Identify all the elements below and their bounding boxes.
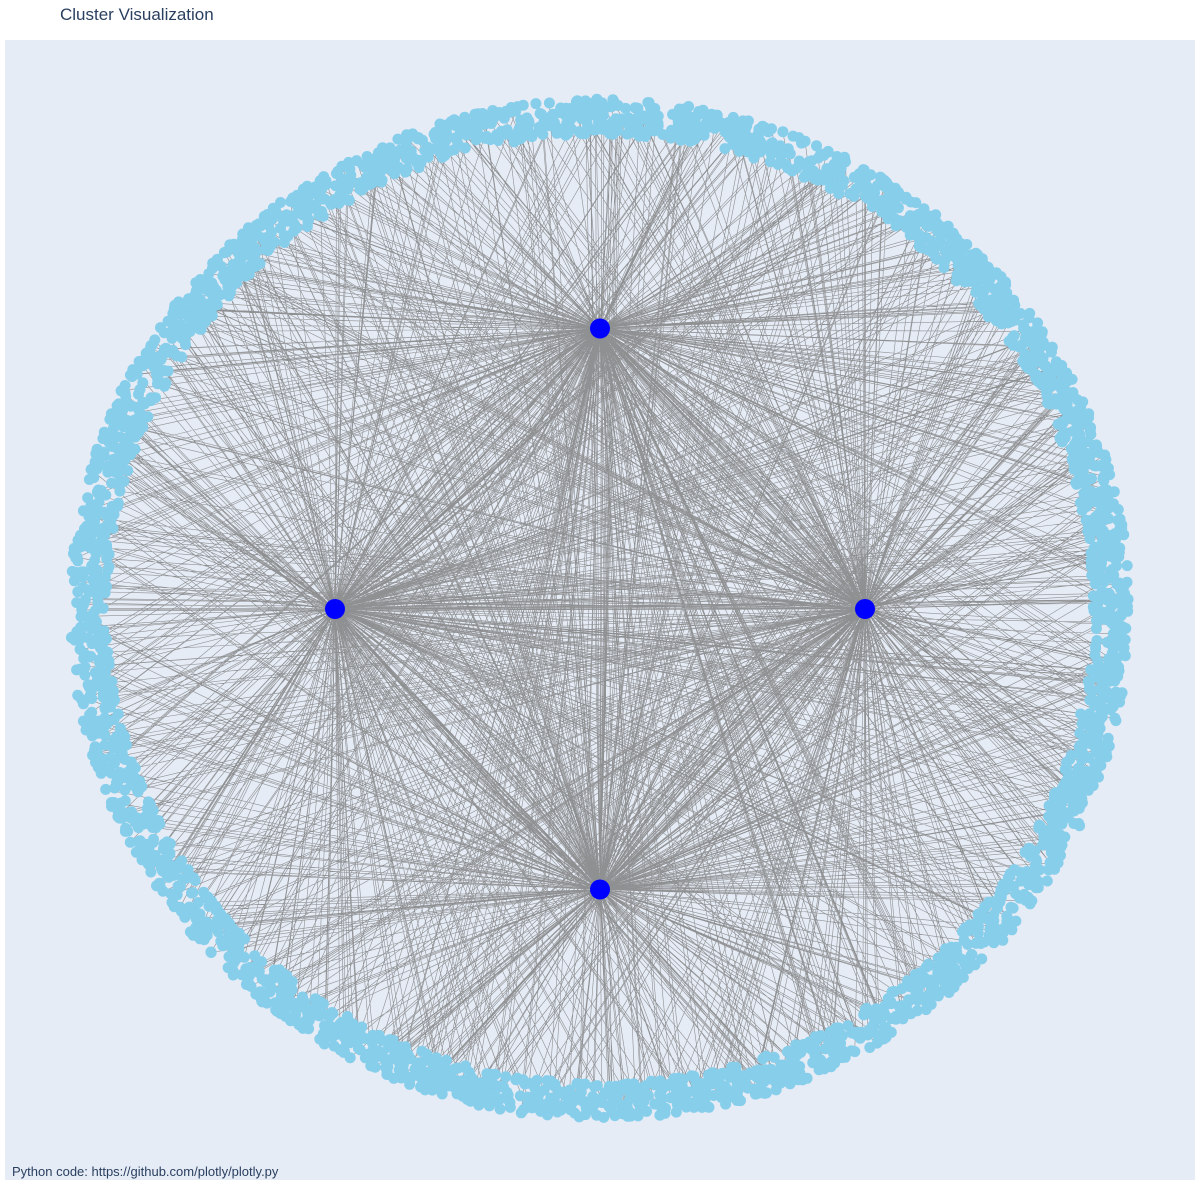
page-title: Cluster Visualization — [60, 5, 214, 24]
network-graph[interactable] — [5, 40, 1195, 1180]
hub-nodes-layer — [325, 318, 875, 900]
hub-node-1[interactable] — [590, 318, 610, 339]
edge-lines — [74, 99, 1128, 1118]
hub-node-2[interactable] — [325, 599, 345, 619]
leaf-nodes-layer — [65, 93, 1134, 1123]
hub-node-4[interactable] — [590, 879, 610, 900]
edges-layer — [74, 99, 1128, 1118]
source-annotation: Python code: https://github.com/plotly/p… — [12, 1164, 279, 1179]
hub-node-3[interactable] — [855, 599, 875, 619]
